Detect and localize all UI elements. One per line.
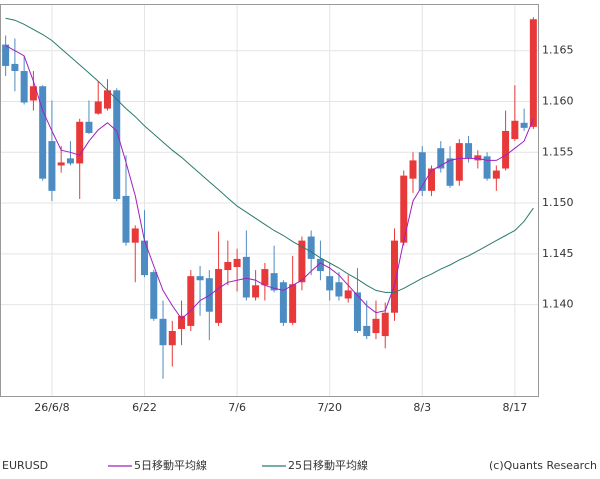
candle-body bbox=[150, 272, 158, 319]
candle-body bbox=[57, 162, 65, 166]
candle-body bbox=[307, 236, 315, 259]
candle-body bbox=[159, 318, 167, 346]
candle-body bbox=[502, 130, 510, 169]
candle-body bbox=[400, 175, 408, 243]
moving-average bbox=[5, 17, 534, 293]
candle-body bbox=[215, 269, 223, 323]
candle-body bbox=[363, 325, 371, 337]
y-tick-label: 1.165 bbox=[542, 44, 574, 57]
candle-body bbox=[270, 273, 278, 291]
candle-body bbox=[103, 90, 111, 109]
candle-body bbox=[113, 90, 121, 199]
y-tick-label: 1.145 bbox=[542, 247, 574, 260]
candle-body bbox=[76, 121, 84, 164]
candle-body bbox=[252, 285, 260, 298]
candle-body bbox=[66, 158, 74, 164]
candle-body bbox=[418, 152, 426, 191]
y-tick-label: 1.155 bbox=[542, 145, 574, 158]
candle-body bbox=[474, 155, 482, 161]
candle-body bbox=[492, 170, 500, 179]
candle-body bbox=[94, 101, 102, 114]
candle-body bbox=[372, 318, 380, 334]
y-tick-label: 1.160 bbox=[542, 94, 574, 107]
x-tick-label: 8/17 bbox=[503, 401, 528, 414]
candle-body bbox=[483, 156, 491, 179]
candle-body bbox=[335, 282, 343, 297]
candle-body bbox=[2, 44, 10, 66]
candle-body bbox=[289, 284, 297, 323]
candle-body bbox=[344, 290, 352, 299]
x-tick-label: 7/6 bbox=[228, 401, 246, 414]
candle-body bbox=[326, 276, 334, 291]
candle-body bbox=[131, 228, 139, 243]
candle-body bbox=[196, 276, 204, 281]
candle-body bbox=[437, 148, 445, 169]
candle-body bbox=[11, 63, 19, 72]
candle-body bbox=[298, 240, 306, 283]
candle-body bbox=[511, 120, 519, 140]
candle-body bbox=[455, 143, 463, 181]
candle-body bbox=[390, 240, 398, 313]
candle-body bbox=[261, 269, 269, 286]
candle-body bbox=[85, 121, 93, 133]
x-tick-label: 8/3 bbox=[413, 401, 431, 414]
candle-body bbox=[381, 312, 389, 337]
candle-body bbox=[233, 258, 241, 268]
candle-body bbox=[279, 282, 287, 323]
candle-body bbox=[242, 256, 250, 298]
legend-label: 5日移動平均線 bbox=[134, 458, 207, 472]
candle-body bbox=[39, 86, 47, 179]
candle-body bbox=[520, 122, 528, 128]
candle-body bbox=[20, 71, 28, 103]
candle-body bbox=[122, 195, 130, 243]
candle-body bbox=[465, 143, 473, 159]
candle-body bbox=[529, 19, 537, 127]
candle-body bbox=[178, 315, 186, 329]
candle-body bbox=[446, 158, 454, 186]
candle-body bbox=[141, 240, 149, 276]
y-tick-label: 1.140 bbox=[542, 298, 574, 311]
candle-body bbox=[29, 86, 37, 101]
candle-body bbox=[187, 276, 195, 326]
candle-body bbox=[428, 168, 436, 191]
candle-body bbox=[48, 141, 56, 191]
symbol: EURUSD bbox=[2, 459, 48, 472]
plot-frame bbox=[0, 4, 539, 397]
credit: (c)Quants Research bbox=[489, 459, 597, 472]
candle-body bbox=[168, 331, 176, 346]
legend-label: 25日移動平均線 bbox=[288, 458, 368, 472]
candle-body bbox=[316, 258, 324, 272]
x-tick-label: 26/6/8 bbox=[34, 401, 69, 414]
x-tick-label: 7/20 bbox=[317, 401, 342, 414]
candle-body bbox=[409, 160, 417, 179]
candle-body bbox=[353, 292, 361, 332]
x-tick-label: 6/22 bbox=[132, 401, 157, 414]
candle-body bbox=[224, 261, 232, 271]
y-tick-label: 1.150 bbox=[542, 196, 574, 209]
moving-average bbox=[5, 45, 534, 320]
